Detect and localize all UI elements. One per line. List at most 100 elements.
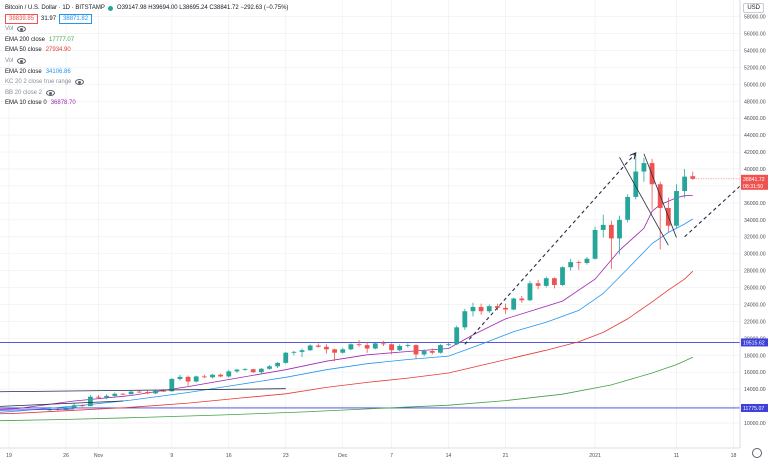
indicator-label: Vol (5, 57, 14, 64)
candle-body (413, 345, 419, 355)
visibility-eye-icon[interactable] (46, 90, 56, 97)
indicator-row[interactable]: EMA 200 close 17777.07 (5, 35, 288, 46)
candle-body (674, 191, 679, 226)
candle-body (625, 196, 631, 220)
candle-body (600, 224, 606, 230)
dashed-trend-arrow[interactable] (464, 153, 636, 345)
candle-body (250, 369, 256, 373)
candle-body (527, 283, 533, 301)
bid-price[interactable]: 38839.85 (5, 13, 39, 24)
candle-body (315, 345, 321, 347)
trend-line[interactable] (0, 408, 75, 411)
candle-body (161, 390, 167, 392)
trend-lines[interactable] (0, 28, 768, 411)
indicator-value: 17777.07 (49, 36, 75, 43)
x-tick-label: 19 (6, 453, 12, 459)
indicator-label: KC 20 2 close true range (5, 79, 72, 86)
candle-body (682, 176, 688, 192)
candle-body (389, 344, 394, 351)
candle-body (454, 327, 460, 345)
candle-body (495, 306, 500, 308)
candle-body (112, 393, 118, 396)
y-tick-label: 46000.00 (744, 116, 766, 122)
candle-body (291, 351, 297, 353)
x-tick-label: 23 (283, 453, 289, 459)
indicator-row[interactable]: KC 20 2 close true range (5, 77, 288, 88)
indicator-row[interactable]: BB 20 close 2 (5, 88, 288, 99)
y-tick-label: 42000.00 (744, 150, 766, 156)
horizontal-line-price-tag (741, 338, 768, 347)
symbol-header: Bitcoin / U.S. Dollar · 1D · BITSTAMP O3… (5, 3, 288, 14)
candle-body (120, 393, 126, 395)
trend-line[interactable] (0, 400, 123, 408)
currency-button[interactable]: USD (743, 3, 764, 13)
candle-body (478, 307, 484, 312)
candle-body (438, 345, 443, 353)
indicator-label: EMA 20 close (5, 68, 42, 75)
candle-body (486, 306, 492, 312)
candle-body (193, 376, 199, 382)
ask-price[interactable]: 38871.82 (59, 13, 93, 24)
candle-body (462, 311, 468, 328)
horizontal-lines[interactable] (0, 341, 740, 409)
trend-line[interactable] (0, 388, 286, 393)
ohlc-values: O39147.98 H39694.00 L38695.24 C38841.72 … (116, 5, 289, 11)
y-tick-label: 50000.00 (744, 82, 766, 88)
indicator-label: EMA 10 close 0 (5, 100, 47, 107)
time-axis-panel[interactable] (0, 448, 740, 461)
candle-body (372, 343, 378, 349)
candle-body (258, 368, 264, 373)
x-tick-label: 2021 (589, 453, 601, 459)
last-price-label: 38841.72 (743, 177, 765, 183)
y-tick-label: 26000.00 (744, 286, 766, 292)
y-tick-label: 28000.00 (744, 269, 766, 275)
ema-lines (0, 195, 694, 422)
candle-body (381, 343, 386, 345)
candle-body (169, 378, 175, 392)
candle-body (226, 371, 232, 377)
candle-body (136, 391, 142, 393)
x-tick-label: 26 (63, 453, 69, 459)
candle-body (584, 258, 590, 263)
candle-body (128, 391, 134, 395)
indicator-label: Vol (5, 26, 14, 33)
indicator-row[interactable]: Vol (5, 56, 288, 67)
indicator-label: BB 20 close 2 (5, 89, 43, 96)
candle-body (560, 267, 565, 285)
price-axis-panel[interactable] (740, 0, 768, 461)
x-tick-label: 11 (674, 453, 679, 459)
indicator-row[interactable]: EMA 10 close 0 36878.70 (5, 98, 288, 109)
visibility-eye-icon[interactable] (75, 79, 85, 86)
x-tick-label: 9 (170, 453, 173, 459)
y-tick-label: 14000.00 (744, 387, 766, 393)
y-tick-label: 24000.00 (744, 302, 766, 308)
candlestick-series (47, 153, 696, 412)
indicator-row[interactable]: Vol (5, 24, 288, 35)
candle-body (299, 350, 305, 352)
trend-line[interactable] (643, 153, 677, 238)
candle-body (641, 163, 647, 172)
settings-gear-icon[interactable] (752, 448, 762, 458)
candle-body (201, 376, 207, 378)
trend-line[interactable] (619, 156, 669, 246)
candle-body (429, 351, 435, 353)
visibility-eye-icon[interactable] (17, 26, 27, 33)
indicator-row[interactable]: EMA 50 close 27934.90 (5, 45, 288, 56)
candle-body (340, 349, 346, 353)
last-price-tag (741, 174, 768, 190)
visibility-eye-icon[interactable] (17, 58, 27, 65)
horizontal-line-price-tag (741, 403, 768, 412)
candle-body (177, 376, 183, 379)
symbol-title[interactable]: Bitcoin / U.S. Dollar · 1D · BITSTAMP (5, 5, 105, 11)
candle-body (470, 307, 476, 312)
candle-body (104, 395, 110, 398)
candle-body (324, 346, 329, 350)
indicator-label: EMA 50 close (5, 47, 42, 54)
candle-body (519, 298, 525, 301)
indicator-row[interactable]: EMA 20 close 34106.86 (5, 67, 288, 78)
candle-body (511, 298, 517, 310)
candle-body (592, 229, 598, 259)
candle-body (446, 344, 451, 346)
